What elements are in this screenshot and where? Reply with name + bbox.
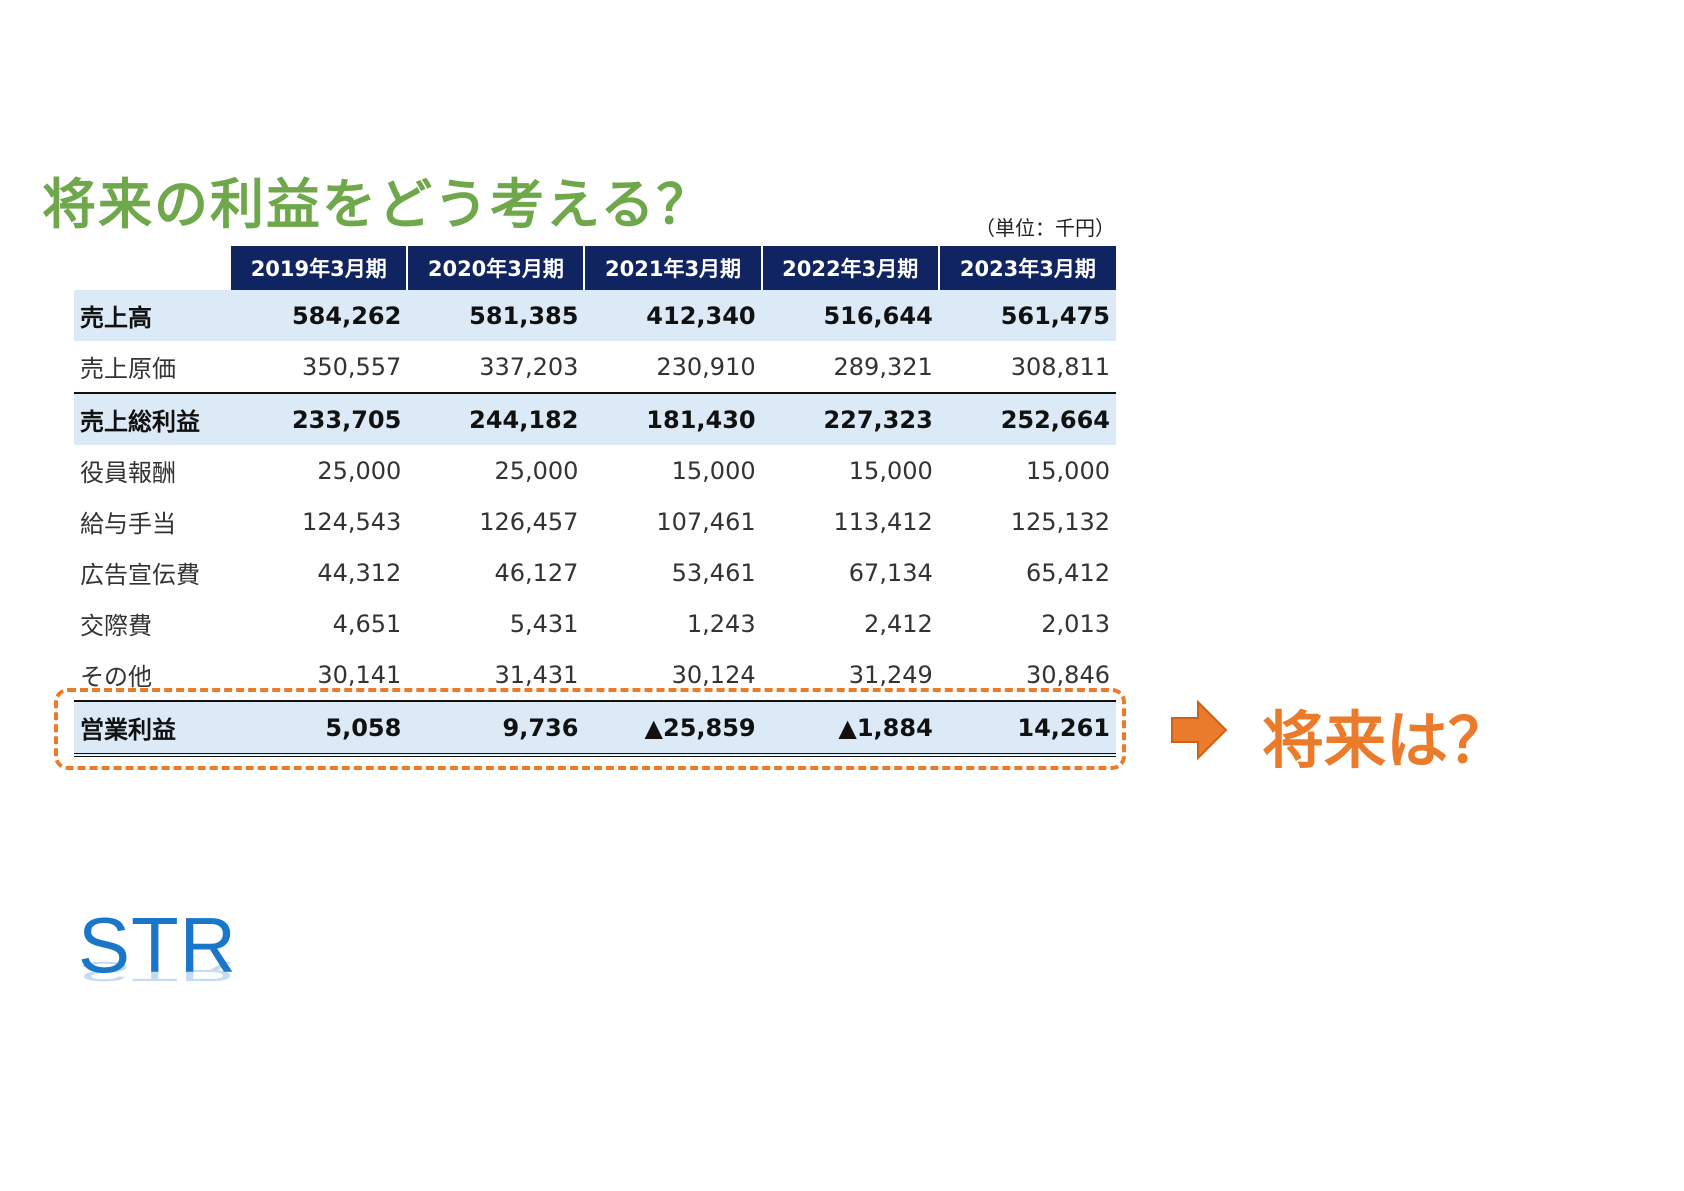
str-logo-reflection: STR: [78, 955, 237, 987]
column-header: 2020年3月期: [406, 246, 585, 290]
table-cell: ▲1,884: [761, 700, 939, 757]
page-title: 将来の利益をどう考える？: [42, 173, 713, 236]
table-cell: 31,249: [848, 660, 933, 689]
table-cell: 15,000: [1026, 456, 1110, 485]
table-cell: 25,000: [494, 456, 579, 485]
table-cell: 53,461: [671, 558, 756, 587]
table-row-entertainment: 交際費 4,651 5,431 1,243 2,412 2,013: [74, 598, 1116, 649]
column-header: 2019年3月期: [229, 246, 408, 290]
table-cell: 4,651: [332, 609, 402, 638]
row-label: 役員報酬: [80, 459, 176, 487]
table-cell: 308,811: [1010, 352, 1110, 381]
table-cell: 15,000: [671, 456, 756, 485]
table-row-sales: 売上高 584,262 581,385 412,340 516,644 561,…: [74, 290, 1116, 341]
unit-note: （単位：千円）: [975, 216, 1115, 240]
row-label: その他: [80, 663, 152, 691]
str-logo: STR: [78, 901, 237, 989]
column-header: 2022年3月期: [760, 246, 939, 290]
table-cell: 125,132: [1010, 507, 1110, 536]
financial-table: 2019年3月期 2020年3月期 2021年3月期 2022年3月期 2023…: [74, 246, 1116, 757]
row-label: 給与手当: [80, 510, 176, 538]
table-row-other: その他 30,141 31,431 30,124 31,249 30,846: [74, 649, 1116, 701]
table-cell: 44,312: [317, 558, 402, 587]
table-cell: 5,431: [509, 609, 579, 638]
table-cell: 252,664: [938, 392, 1116, 445]
column-header: 2021年3月期: [583, 246, 762, 290]
table-cell: 30,141: [317, 660, 402, 689]
row-label: 売上総利益: [74, 392, 231, 445]
table-cell: 1,243: [686, 609, 756, 638]
row-label: 広告宣伝費: [80, 561, 200, 589]
table-row-cost-of-sales: 売上原価 350,557 337,203 230,910 289,321 308…: [74, 341, 1116, 393]
table-cell: 5,058: [230, 700, 408, 757]
row-label: 売上高: [74, 290, 231, 341]
table-cell: 46,127: [494, 558, 579, 587]
row-label: 売上原価: [80, 355, 176, 383]
table-cell: 126,457: [479, 507, 579, 536]
table-cell: 2,013: [1041, 609, 1110, 638]
table-header-row: 2019年3月期 2020年3月期 2021年3月期 2022年3月期 2023…: [74, 246, 1116, 290]
column-header: 2023年3月期: [937, 246, 1116, 290]
table-cell: 107,461: [656, 507, 756, 536]
table-row-operating-profit: 営業利益 5,058 9,736 ▲25,859 ▲1,884 14,261: [74, 700, 1116, 757]
table-cell: 15,000: [848, 456, 933, 485]
table-cell: 412,340: [584, 290, 762, 341]
table-row-salaries: 給与手当 124,543 126,457 107,461 113,412 125…: [74, 496, 1116, 547]
table-cell: 584,262: [230, 290, 408, 341]
table-row-gross-profit: 売上総利益 233,705 244,182 181,430 227,323 25…: [74, 392, 1116, 445]
table-cell: 2,412: [864, 609, 933, 638]
table-cell: 227,323: [761, 392, 939, 445]
table-cell: 30,846: [1026, 660, 1110, 689]
table-cell: 244,182: [407, 392, 585, 445]
table-cell: 337,203: [479, 352, 579, 381]
table-cell: 124,543: [302, 507, 402, 536]
table-cell: 581,385: [407, 290, 585, 341]
table-row-advertising: 広告宣伝費 44,312 46,127 53,461 67,134 65,412: [74, 547, 1116, 598]
right-arrow-icon: [1171, 700, 1228, 760]
table-cell: ▲25,859: [584, 700, 762, 757]
table-cell: 113,412: [833, 507, 933, 536]
table-cell: 65,412: [1026, 558, 1110, 587]
table-cell: 9,736: [407, 700, 585, 757]
table-cell: 181,430: [584, 392, 762, 445]
table-cell: 25,000: [317, 456, 402, 485]
row-label: 交際費: [80, 612, 152, 640]
table-cell: 31,431: [494, 660, 579, 689]
operating-profit-highlight-box: [54, 688, 1126, 770]
table-cell: 233,705: [230, 392, 408, 445]
table-cell: 516,644: [761, 290, 939, 341]
table-cell: 230,910: [656, 352, 756, 381]
table-cell: 289,321: [833, 352, 933, 381]
row-label: 営業利益: [74, 700, 231, 757]
table-row-executive-pay: 役員報酬 25,000 25,000 15,000 15,000 15,000: [74, 445, 1116, 496]
header-corner: [74, 246, 230, 290]
future-callout: 将来は？: [1262, 704, 1511, 777]
table-cell: 350,557: [302, 352, 402, 381]
table-cell: 67,134: [848, 558, 933, 587]
table-cell: 14,261: [938, 700, 1116, 757]
table-cell: 30,124: [671, 660, 756, 689]
table-cell: 561,475: [938, 290, 1116, 341]
